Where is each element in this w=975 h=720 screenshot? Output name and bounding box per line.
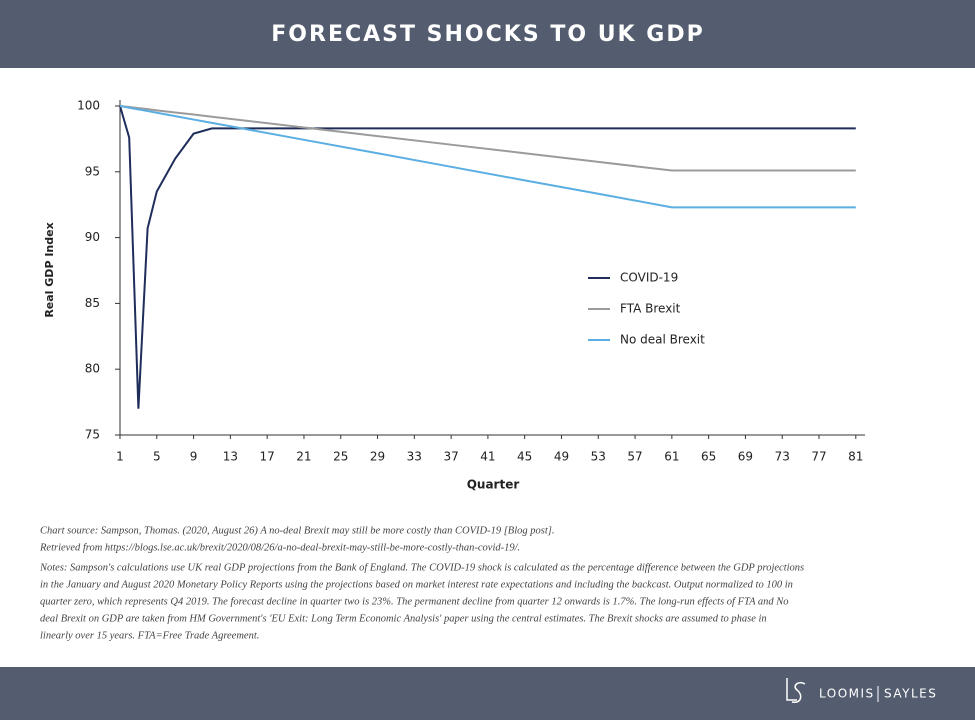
logo-mark — [786, 678, 806, 703]
x-tick-label: 17 — [260, 450, 275, 464]
x-tick-label: 81 — [848, 450, 863, 464]
notes-line: linearly over 15 years. FTA=Free Trade A… — [40, 630, 259, 641]
notes-line: in the January and August 2020 Monetary … — [40, 579, 793, 590]
footer-bar — [0, 667, 975, 720]
x-tick-label: 61 — [664, 450, 679, 464]
header-bar — [0, 0, 975, 68]
notes-line: quarter zero, which represents Q4 2019. … — [40, 596, 789, 607]
x-tick-label: 33 — [407, 450, 422, 464]
x-tick-label: 45 — [517, 450, 532, 464]
notes-line: deal Brexit on GDP are taken from HM Gov… — [40, 613, 767, 624]
y-axis-title: Real GDP Index — [43, 222, 56, 317]
x-tick-label: 5 — [153, 450, 161, 464]
x-tick-label: 77 — [811, 450, 826, 464]
y-tick-label: 85 — [85, 296, 100, 310]
legend-label: COVID-19 — [620, 271, 678, 285]
source-line: Retrieved from https://blogs.lse.ac.uk/b… — [39, 542, 520, 553]
x-tick-label: 49 — [554, 450, 569, 464]
x-tick-label: 1 — [116, 450, 124, 464]
legend-label: No deal Brexit — [620, 333, 705, 347]
brand-left: LOOMIS — [819, 687, 875, 701]
x-tick-label: 25 — [333, 450, 348, 464]
x-tick-label: 65 — [701, 450, 716, 464]
source-line: Chart source: Sampson, Thomas. (2020, Au… — [40, 525, 554, 536]
x-tick-label: 69 — [738, 450, 753, 464]
x-tick-label: 41 — [480, 450, 495, 464]
x-tick-label: 9 — [190, 450, 198, 464]
y-tick-label: 100 — [77, 99, 100, 113]
x-tick-label: 13 — [223, 450, 238, 464]
y-tick-label: 80 — [85, 362, 100, 376]
series-line — [119, 105, 856, 172]
x-tick-label: 29 — [370, 450, 385, 464]
x-tick-label: 37 — [443, 450, 458, 464]
legend-label: FTA Brexit — [620, 302, 681, 316]
series-line — [119, 105, 856, 209]
y-tick-label: 90 — [85, 230, 100, 244]
x-tick-label: 57 — [627, 450, 642, 464]
y-tick-label: 95 — [85, 164, 100, 178]
x-tick-label: 73 — [775, 450, 790, 464]
x-tick-label: 53 — [591, 450, 606, 464]
brand-right: SAYLES — [884, 687, 937, 701]
y-tick-label: 75 — [85, 428, 100, 442]
series-line — [119, 105, 856, 409]
notes-line: Notes: Sampson's calculations use UK rea… — [39, 562, 804, 573]
x-tick-label: 21 — [296, 450, 311, 464]
x-axis-title: Quarter — [467, 478, 520, 492]
chart-title: FORECAST SHOCKS TO UK GDP — [271, 22, 704, 47]
